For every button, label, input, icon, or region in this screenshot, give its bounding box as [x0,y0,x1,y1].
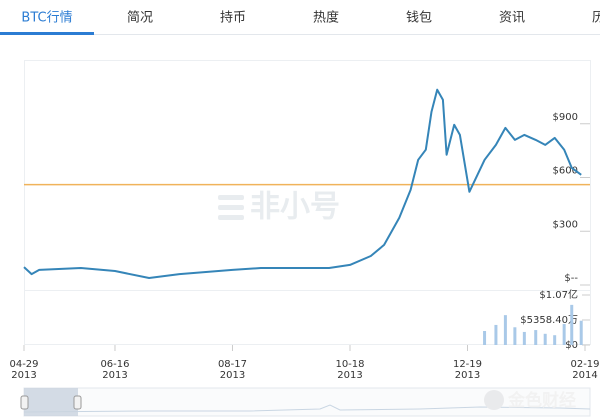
x-tick-label: 06-16 [100,359,129,370]
navigator-handle[interactable] [73,395,82,410]
tab[interactable]: 热度 [313,10,339,26]
volume-bar [562,324,566,345]
volume-bar [483,331,487,345]
logo-bar [218,195,244,200]
plot: $--$300$600$900$0$5358.40万$1.07亿04-29201… [9,88,600,381]
x-tick-label: 04-29 [9,359,38,370]
x-tick-label: 10-18 [335,359,364,370]
y-tick-label: $900 [553,112,578,123]
tab[interactable]: 简况 [127,10,153,26]
logo-circle [484,390,504,410]
volume-bar [513,327,517,345]
y-tick-label: $300 [553,219,578,230]
volume-bar [543,333,547,345]
volume-bar [503,315,507,345]
y2-tick-label: $5358.40万 [520,315,578,326]
price-line [23,88,582,279]
y-tick-label: $600 [553,166,578,177]
tab[interactable]: 资讯 [499,11,525,26]
navigator-handle[interactable] [20,395,29,410]
x-tick-year: 2013 [11,370,36,381]
volume-bar [579,320,583,345]
x-tick-year: 2013 [102,370,127,381]
watermark: 金色财经 [507,390,576,411]
x-tick-year: 2014 [572,370,597,381]
y2-tick-label: $1.07亿 [539,288,578,301]
tabs: BTC行情 简况 持币 热度 钱包 资讯 历史 [0,10,600,35]
plot-frame [24,60,591,345]
tab-bar [0,0,600,34]
volume-bar [553,335,557,345]
logo-bar [218,205,244,210]
volume-bar [570,304,574,345]
x-tick-label: 02-19 [570,359,599,370]
x-tick-year: 2013 [455,370,480,381]
volume-bar [494,324,498,345]
x-tick-label: 08-17 [218,359,247,370]
watermark: 非小号 [250,190,340,225]
tab[interactable]: 历史 [592,11,600,26]
y2-tick-label: $0 [565,340,578,351]
tab[interactable]: 钱包 [406,11,432,26]
x-tick-year: 2013 [337,370,362,381]
navigator-line [23,404,591,413]
tab[interactable]: BTC行情 [21,11,72,26]
logo-bar [218,215,244,220]
volume-bar [522,331,526,345]
active-tab-underline [0,32,94,35]
x-tick-year: 2013 [220,370,245,381]
tab[interactable]: 持币 [220,11,246,26]
navigator-window[interactable] [24,388,78,416]
y-tick-label: $-- [564,273,578,284]
x-tick-label: 12-19 [453,359,482,370]
volume-bar [534,330,538,345]
